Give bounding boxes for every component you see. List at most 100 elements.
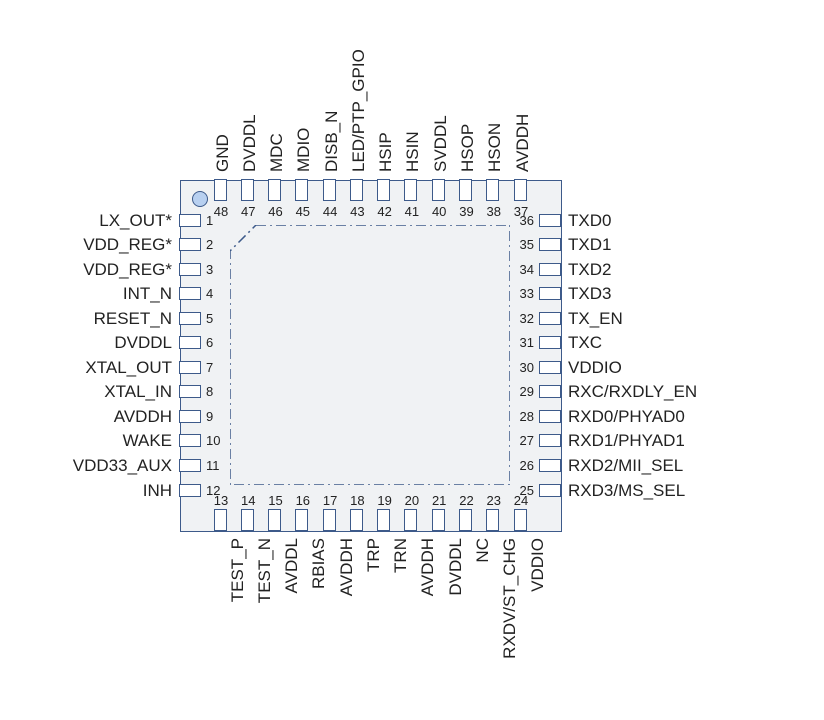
pad-23 — [486, 509, 499, 531]
pad-2 — [179, 238, 201, 251]
pad-33 — [539, 287, 561, 300]
pin-num-45: 45 — [293, 204, 313, 219]
pad-37 — [514, 179, 527, 201]
pad-18 — [350, 509, 363, 531]
pin-label-8: XTAL_IN — [104, 382, 172, 402]
pin-num-14: 14 — [238, 493, 258, 508]
pin-num-41: 41 — [402, 204, 422, 219]
pad-42 — [377, 179, 390, 201]
pin-num-5: 5 — [206, 311, 213, 326]
pin-label-23: RXDV/ST_CHG — [500, 538, 520, 659]
pad-3 — [179, 263, 201, 276]
pin-label-9: AVDDH — [114, 407, 172, 427]
pin-label-35: TXD1 — [568, 235, 611, 255]
pin-num-30: 30 — [520, 360, 534, 375]
inner-outline — [230, 225, 510, 485]
pin-label-41: HSIN — [403, 131, 423, 172]
pad-36 — [539, 214, 561, 227]
pin-label-3: VDD_REG* — [83, 260, 172, 280]
pin-num-27: 27 — [520, 433, 534, 448]
pad-35 — [539, 238, 561, 251]
pad-5 — [179, 312, 201, 325]
pin-num-37: 37 — [511, 204, 531, 219]
pin-label-12: INH — [143, 481, 172, 501]
pad-19 — [377, 509, 390, 531]
pin-label-16: RBIAS — [309, 538, 329, 589]
pad-25 — [539, 484, 561, 497]
pin-num-8: 8 — [206, 384, 213, 399]
pad-12 — [179, 484, 201, 497]
pin-num-20: 20 — [402, 493, 422, 508]
pin-label-46: MDC — [267, 133, 287, 172]
pad-34 — [539, 263, 561, 276]
pad-4 — [179, 287, 201, 300]
pad-15 — [268, 509, 281, 531]
pad-6 — [179, 336, 201, 349]
pin-label-21: DVDDL — [446, 538, 466, 596]
pin-label-25: RXD3/MS_SEL — [568, 481, 685, 501]
pin-label-20: AVDDH — [418, 538, 438, 596]
pin-num-42: 42 — [375, 204, 395, 219]
pad-14 — [241, 509, 254, 531]
pin-num-48: 48 — [211, 204, 231, 219]
pin-label-7: XTAL_OUT — [85, 358, 172, 378]
pin-label-24: VDDIO — [528, 538, 548, 592]
pin-label-17: AVDDH — [337, 538, 357, 596]
pad-27 — [539, 434, 561, 447]
pad-28 — [539, 410, 561, 423]
pad-40 — [432, 179, 445, 201]
pad-16 — [295, 509, 308, 531]
pad-38 — [486, 179, 499, 201]
pad-17 — [323, 509, 336, 531]
pin-label-47: DVDDL — [240, 114, 260, 172]
pad-41 — [404, 179, 417, 201]
pin-label-30: VDDIO — [568, 358, 622, 378]
pin-num-7: 7 — [206, 360, 213, 375]
pin-num-10: 10 — [206, 433, 220, 448]
pin-num-32: 32 — [520, 311, 534, 326]
pad-45 — [295, 179, 308, 201]
pin-num-17: 17 — [320, 493, 340, 508]
pad-26 — [539, 459, 561, 472]
pad-29 — [539, 385, 561, 398]
pin-label-38: HSON — [485, 123, 505, 172]
pin-num-23: 23 — [484, 493, 504, 508]
pad-9 — [179, 410, 201, 423]
pad-11 — [179, 459, 201, 472]
pad-43 — [350, 179, 363, 201]
pin-num-6: 6 — [206, 335, 213, 350]
pin-label-14: TEST_N — [255, 538, 275, 603]
pin-label-43: LED/PTP_GPIO — [349, 49, 369, 172]
pin-label-28: RXD0/PHYAD0 — [568, 407, 685, 427]
pin-label-34: TXD2 — [568, 260, 611, 280]
pin-label-11: VDD33_AUX — [73, 456, 172, 476]
pin-num-11: 11 — [206, 458, 220, 473]
pin-num-44: 44 — [320, 204, 340, 219]
pin-label-45: MDIO — [294, 128, 314, 172]
pin-num-18: 18 — [347, 493, 367, 508]
pin-num-24: 24 — [511, 493, 531, 508]
pad-13 — [214, 509, 227, 531]
pin-label-6: DVDDL — [114, 333, 172, 353]
pin-num-39: 39 — [456, 204, 476, 219]
pad-24 — [514, 509, 527, 531]
pin-num-21: 21 — [429, 493, 449, 508]
pin-num-9: 9 — [206, 409, 213, 424]
pin-label-40: SVDDL — [431, 115, 451, 172]
pad-39 — [459, 179, 472, 201]
pin-num-26: 26 — [520, 458, 534, 473]
pin-label-2: VDD_REG* — [83, 235, 172, 255]
pin-label-39: HSOP — [458, 124, 478, 172]
pin-num-2: 2 — [206, 237, 213, 252]
pad-21 — [432, 509, 445, 531]
pin-num-4: 4 — [206, 286, 213, 301]
pin-label-42: HSIP — [376, 132, 396, 172]
pin-num-35: 35 — [520, 237, 534, 252]
pin-label-32: TX_EN — [568, 309, 623, 329]
pin-label-36: TXD0 — [568, 211, 611, 231]
pin-num-31: 31 — [520, 335, 534, 350]
pad-44 — [323, 179, 336, 201]
pad-30 — [539, 361, 561, 374]
pin-label-26: RXD2/MII_SEL — [568, 456, 683, 476]
pad-31 — [539, 336, 561, 349]
